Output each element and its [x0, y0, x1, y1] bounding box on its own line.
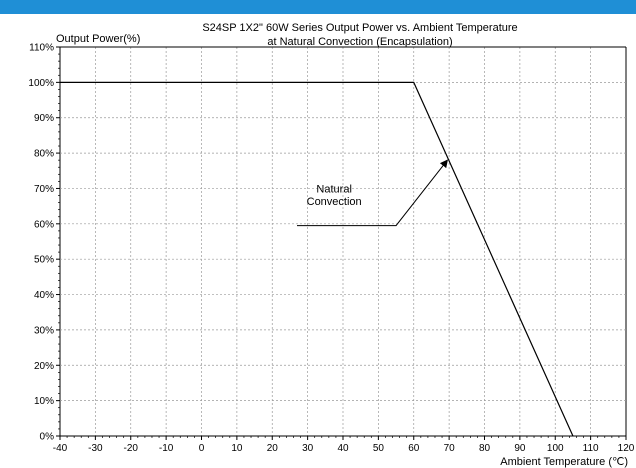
y-tick-label: 40% — [34, 290, 54, 301]
x-tick-label: 60 — [408, 443, 420, 454]
x-tick-label: 20 — [267, 443, 279, 454]
y-tick-label: 60% — [34, 219, 54, 230]
y-tick-label: 70% — [34, 184, 54, 195]
annotation-label-line2: Convection — [307, 196, 362, 208]
y-tick-label: 110% — [29, 43, 54, 54]
x-tick-label: 50 — [373, 443, 385, 454]
x-tick-label: 70 — [444, 443, 456, 454]
y-tick-label: 0% — [40, 432, 55, 443]
y-tick-label: 80% — [34, 149, 54, 160]
header-band — [0, 0, 636, 14]
x-tick-label: 90 — [514, 443, 526, 454]
annotation-arrow — [297, 159, 448, 227]
x-tick-label: -30 — [88, 443, 103, 454]
x-tick-label: 110 — [583, 443, 599, 454]
y-tick-label: 50% — [34, 255, 54, 266]
x-tick-label: 80 — [479, 443, 491, 454]
tick-labels: -40 -30 -20 -10 0 10 20 30 40 50 60 70 80 90 100 110 120… — [28, 43, 634, 455]
y-tick-label: 20% — [34, 361, 54, 372]
grid — [56, 46, 627, 440]
x-tick-label: -10 — [159, 443, 174, 454]
y-tick-label: 100% — [28, 78, 54, 89]
x-tick-label: 30 — [302, 443, 314, 454]
y-tick-label: 10% — [34, 396, 54, 407]
y-tick-label: 30% — [34, 325, 54, 336]
y-tick-label: 90% — [34, 113, 54, 124]
x-axis-label: Ambient Temperature (℃) — [500, 456, 628, 468]
series-line — [60, 81, 574, 437]
x-tick-label: 0 — [199, 443, 205, 454]
y-axis-label: Output Power(%) — [56, 33, 140, 45]
annotation-label-line1: Natural — [316, 183, 351, 195]
chart-title: S24SP 1X2" 60W Series Output Power vs. A… — [202, 22, 517, 34]
x-tick-label: -40 — [53, 443, 68, 454]
series — [60, 81, 574, 437]
x-tick-label: 120 — [618, 443, 635, 454]
x-tick-label: 40 — [337, 443, 349, 454]
x-tick-label: -20 — [124, 443, 139, 454]
x-tick-label: 10 — [231, 443, 243, 454]
x-tick-label: 100 — [547, 443, 564, 454]
chart-subtitle: at Natural Convection (Encapsulation) — [267, 36, 452, 48]
